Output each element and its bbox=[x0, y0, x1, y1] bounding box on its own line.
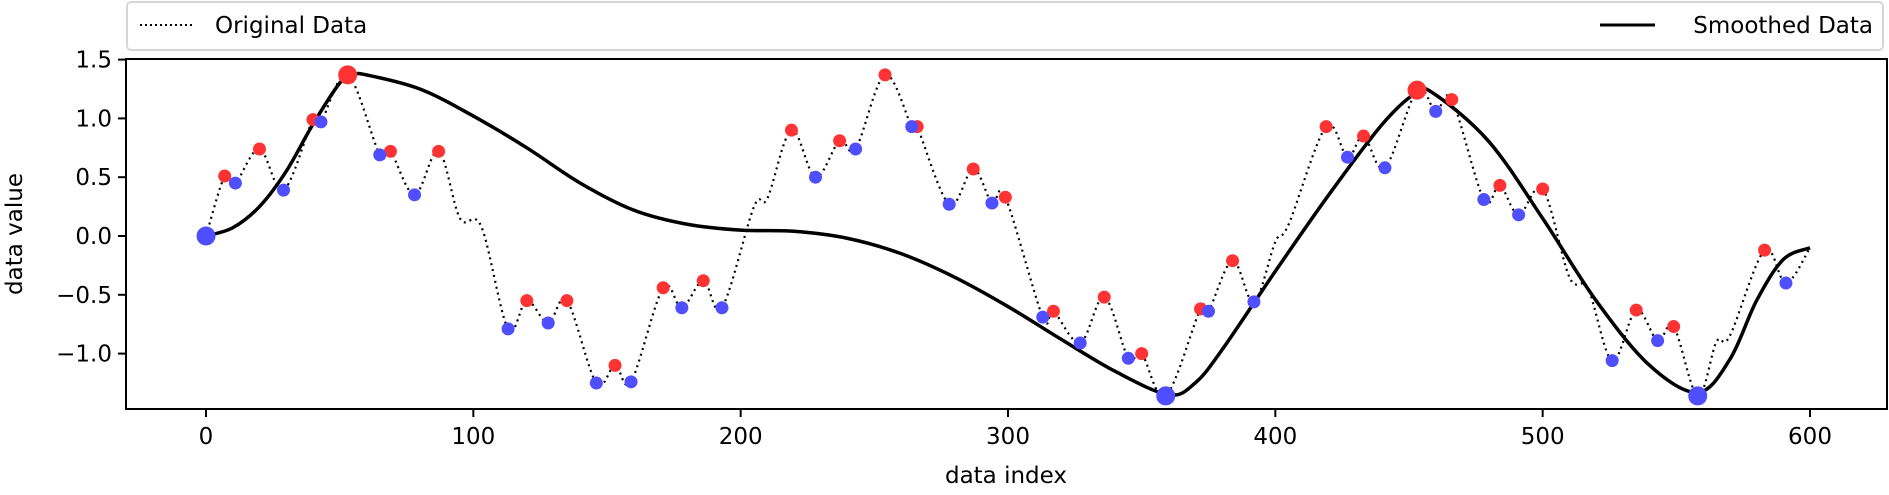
local-minimum-point bbox=[1341, 150, 1355, 164]
local-maximum-point bbox=[432, 144, 446, 158]
x-axis: 0 100 200 300 400 500 600 bbox=[199, 409, 1832, 450]
x-tick-label: 400 bbox=[1253, 424, 1297, 450]
local-maximum-point bbox=[878, 68, 892, 82]
x-tick-label: 600 bbox=[1788, 424, 1832, 450]
x-tick-label: 500 bbox=[1521, 424, 1565, 450]
local-maximum-point bbox=[1667, 320, 1681, 334]
local-minimum-point bbox=[314, 115, 328, 129]
local-minimum-point bbox=[228, 176, 242, 190]
y-tick-label: 1.0 bbox=[75, 106, 112, 132]
local-minimum-point bbox=[373, 148, 387, 162]
x-axis-label: data index bbox=[945, 463, 1067, 489]
local-maximum-point bbox=[998, 190, 1012, 204]
axes-frame bbox=[125, 58, 1888, 410]
legend-original-label: Original Data bbox=[215, 13, 367, 39]
local-maximum-point bbox=[1629, 303, 1643, 317]
local-maximum-point bbox=[833, 134, 847, 148]
local-maximum-point bbox=[1046, 304, 1060, 318]
y-axis: 1.5 1.0 0.5 0.0 −0.5 −1.0 bbox=[56, 48, 126, 368]
legend-box bbox=[126, 1, 1884, 51]
local-minimum-point bbox=[589, 376, 603, 390]
local-minimum-point bbox=[1378, 161, 1392, 175]
y-tick-label: −0.5 bbox=[56, 283, 112, 309]
legend-smoothed-label: Smoothed Data bbox=[1693, 13, 1873, 39]
x-tick-label: 200 bbox=[719, 424, 763, 450]
local-minimum-point bbox=[1477, 193, 1491, 207]
local-maximum-point bbox=[383, 144, 397, 158]
local-minimum-point bbox=[1036, 310, 1050, 324]
local-minimum-point bbox=[277, 183, 291, 197]
global-minimum-point bbox=[1688, 386, 1708, 406]
local-minimum-point bbox=[541, 316, 555, 330]
local-minimum-point bbox=[905, 120, 919, 134]
y-tick-label: −1.0 bbox=[56, 342, 112, 368]
global-minimum-point bbox=[1156, 386, 1176, 406]
local-minimum-point bbox=[809, 170, 823, 184]
global-minimum-point bbox=[196, 226, 216, 246]
local-minimum-point bbox=[1121, 351, 1135, 365]
local-minimum-point bbox=[408, 188, 422, 202]
plot-area bbox=[196, 65, 1811, 406]
local-minimum-point bbox=[1779, 276, 1793, 290]
local-minimum-point bbox=[675, 301, 689, 315]
local-maximum-point bbox=[520, 294, 534, 308]
local-minimum-point bbox=[985, 196, 999, 210]
y-tick-label: 0.5 bbox=[75, 165, 112, 191]
local-minimum-point bbox=[1605, 354, 1619, 368]
local-maximum-point bbox=[656, 281, 670, 295]
local-minimum-point bbox=[1073, 336, 1087, 350]
local-maximum-point bbox=[560, 294, 574, 308]
local-minimum-point bbox=[1202, 304, 1215, 318]
y-tick-label: 0.0 bbox=[75, 224, 112, 250]
local-maximum-point bbox=[218, 169, 232, 183]
legend: Original Data Smoothed Data bbox=[126, 1, 1884, 51]
local-maximum-point bbox=[696, 274, 710, 288]
local-minimum-point bbox=[1512, 208, 1526, 222]
local-minimum-point bbox=[942, 197, 956, 211]
local-maximum-point bbox=[966, 162, 980, 176]
y-tick-label: 1.5 bbox=[75, 48, 112, 74]
local-minimum-point bbox=[501, 322, 515, 336]
local-maximum-point bbox=[1493, 178, 1507, 192]
local-maximum-point bbox=[1445, 93, 1459, 107]
local-minimum-point bbox=[1429, 104, 1443, 118]
local-minimum-point bbox=[849, 142, 863, 156]
local-maximum-point bbox=[784, 123, 798, 137]
local-maximum-point bbox=[1226, 254, 1240, 268]
local-maximum-point bbox=[1097, 290, 1111, 304]
local-minimum-point bbox=[1651, 334, 1665, 348]
original-data-line bbox=[204, 73, 1811, 398]
global-maximum-point bbox=[338, 65, 358, 85]
local-maximum-point bbox=[608, 358, 622, 372]
x-tick-label: 300 bbox=[986, 424, 1030, 450]
x-tick-label: 0 bbox=[199, 424, 214, 450]
local-maximum-point bbox=[1319, 120, 1333, 134]
local-minimum-point bbox=[1247, 295, 1261, 309]
local-maximum-point bbox=[252, 142, 266, 156]
y-axis-label: data value bbox=[2, 173, 28, 295]
x-tick-label: 100 bbox=[451, 424, 495, 450]
local-minimum-point bbox=[715, 301, 729, 315]
local-minimum-point bbox=[624, 375, 638, 389]
local-maximum-point bbox=[1357, 129, 1371, 143]
global-maximum-point bbox=[1407, 80, 1427, 100]
local-maximum-point bbox=[1758, 243, 1772, 257]
local-maximum-point bbox=[1536, 182, 1550, 196]
smoothed-data-line bbox=[205, 71, 1811, 397]
local-maximum-point bbox=[1135, 347, 1149, 361]
